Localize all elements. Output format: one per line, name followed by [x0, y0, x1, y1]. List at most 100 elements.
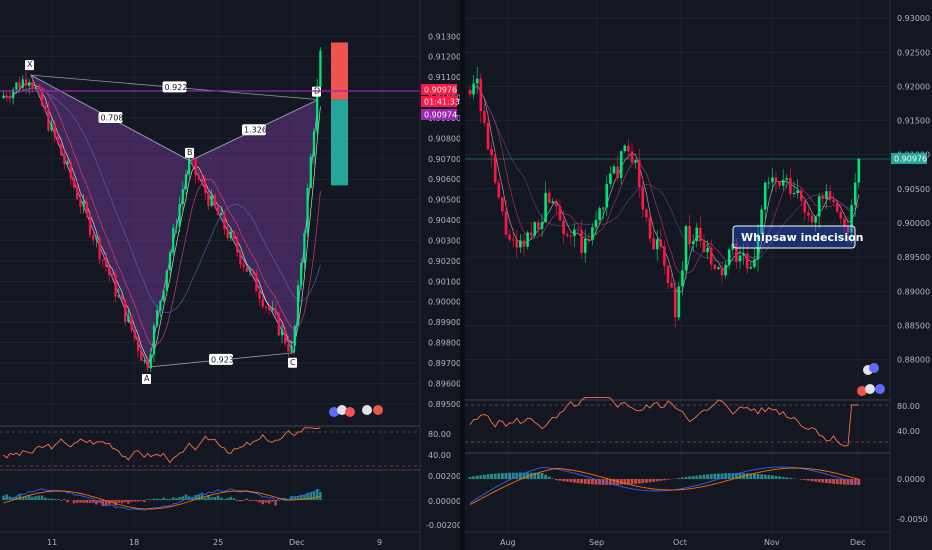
candle: [258, 291, 261, 300]
ratio-box: [242, 124, 266, 136]
candle: [857, 158, 861, 183]
macd-histogram-bar: [136, 500, 140, 502]
candle: [47, 109, 50, 131]
position-upper-zone[interactable]: [331, 42, 348, 100]
candle: [792, 193, 796, 195]
rsi-line: [3, 427, 321, 464]
candle: [114, 274, 117, 297]
macd-histogram-bar: [27, 494, 31, 500]
right-rsi-tick-40: 40.00: [897, 427, 920, 436]
pattern-point-label: B: [187, 148, 193, 157]
price-tag-current-text: 0.90976: [424, 86, 457, 95]
macd-histogram-bar: [655, 479, 659, 482]
right-chart-panel[interactable]: 0.930000.925000.920000.915000.910000.905…: [465, 0, 930, 550]
y-tick-label: 0.90600: [428, 175, 461, 184]
candle: [511, 239, 515, 241]
y-tick-label: 0.91100: [428, 73, 461, 82]
right-event-icons[interactable]: [857, 363, 885, 396]
candle: [745, 253, 749, 269]
candle: [60, 143, 63, 156]
macd-histogram-bar: [702, 474, 706, 479]
candle: [598, 208, 601, 221]
ratio-label: 0.922: [165, 83, 188, 92]
candle: [34, 87, 37, 89]
macd-histogram-bar: [85, 500, 89, 503]
macd-histogram-bar: [175, 497, 178, 500]
candle: [785, 178, 789, 180]
candle: [120, 295, 124, 301]
macd-histogram-bar: [713, 473, 717, 479]
macd-histogram-bar: [255, 500, 258, 502]
macd-histogram-bar: [59, 500, 63, 501]
price-tag-pattern-text: 0.90974: [424, 111, 457, 120]
macd-histogram-bar: [133, 500, 137, 502]
candle: [796, 190, 799, 194]
candle: [274, 308, 277, 314]
macd-histogram-bar: [616, 479, 619, 485]
macd-signal-line: [3, 490, 321, 510]
candle: [493, 155, 497, 183]
macd-histogram-bar: [229, 496, 233, 500]
macd-histogram-bar: [785, 477, 789, 479]
candle: [688, 226, 691, 244]
macd-histogram-bar: [738, 473, 742, 479]
macd-histogram-bar: [508, 472, 511, 479]
y-tick-label: 0.89700: [428, 359, 461, 368]
x-tick-label: 11: [47, 538, 57, 547]
x-tick-label: 25: [213, 538, 223, 547]
event-icons[interactable]: [329, 405, 383, 417]
macd-histogram-bar: [587, 479, 591, 485]
macd-histogram-bar: [580, 479, 583, 484]
macd-histogram-bar: [290, 496, 293, 500]
macd-histogram-bar: [91, 500, 95, 503]
candle: [555, 201, 558, 207]
candle: [255, 273, 258, 292]
macd-tick-2: 0.00000: [428, 497, 461, 506]
macd-histogram-bar: [264, 500, 268, 503]
macd-histogram-bar: [197, 494, 201, 500]
macd-histogram-bar: [47, 498, 50, 500]
candle: [623, 145, 627, 152]
candle: [165, 270, 168, 291]
macd-histogram-bar: [194, 495, 197, 500]
candle: [670, 282, 673, 288]
macd-histogram-bar: [688, 476, 691, 479]
candle: [619, 151, 623, 178]
candle: [839, 211, 843, 219]
macd-histogram-bar: [706, 474, 709, 479]
candle: [156, 310, 159, 326]
macd-histogram-bar: [637, 479, 641, 484]
candle: [197, 175, 200, 180]
candle: [146, 359, 149, 369]
macd-histogram-bar: [540, 472, 544, 479]
whipsaw-annotation[interactable]: Whipsaw indecision: [732, 225, 864, 249]
right-rsi-line: [469, 397, 859, 447]
y-tick-label: 0.88500: [897, 321, 930, 330]
moving-average-line: [469, 85, 859, 263]
candle: [648, 217, 652, 239]
macd-histogram-bar: [486, 474, 490, 479]
y-tick-label: 0.90500: [428, 196, 461, 205]
y-tick-label: 0.90500: [897, 185, 930, 194]
macd-histogram-bar: [799, 479, 803, 480]
macd-histogram-bar: [210, 497, 213, 500]
ratio-label: 0.708: [101, 113, 124, 122]
macd-histogram-bar: [171, 497, 175, 500]
candle: [645, 209, 648, 218]
macd-histogram-bar: [245, 498, 249, 500]
macd-histogram-bar: [114, 500, 117, 506]
macd-histogram-bar: [569, 479, 573, 483]
macd-histogram-bar: [235, 500, 239, 501]
macd-histogram-bar: [483, 474, 486, 479]
price-tag-pattern: 0.90974: [421, 109, 457, 120]
rsi-tick-40: 40.00: [428, 451, 451, 460]
candle: [843, 218, 846, 226]
candle: [181, 189, 184, 205]
macd-histogram-bar: [271, 500, 274, 502]
macd-histogram-bar: [821, 479, 825, 483]
candle: [544, 192, 547, 223]
candle: [152, 325, 156, 355]
position-lower-zone[interactable]: [331, 99, 348, 186]
